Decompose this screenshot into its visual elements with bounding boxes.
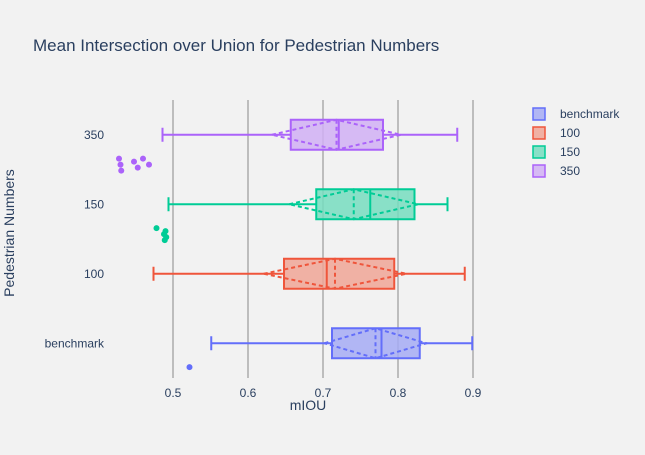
legend-swatch	[532, 164, 546, 178]
box-350	[116, 118, 459, 174]
y-tick-label: 150	[84, 197, 104, 211]
legend-item-150[interactable]: 150	[532, 145, 580, 159]
legend-label: 350	[560, 164, 580, 178]
legend-swatch	[532, 145, 546, 159]
legend-swatch	[532, 107, 546, 121]
x-tick-label: 0.6	[240, 386, 257, 400]
box-layer	[116, 118, 474, 371]
legend-label: 100	[560, 126, 580, 140]
outlier-point	[162, 228, 169, 235]
x-tick-label: 0.8	[390, 386, 407, 400]
x-tick-label: 0.9	[465, 386, 482, 400]
box-benchmark	[186, 327, 474, 371]
axis-layer: 0.5 0.6 0.7 0.8 0.9 benchmark 100 150 350	[45, 128, 482, 400]
sd-diamond	[271, 118, 402, 151]
outlier-point	[153, 225, 160, 232]
legend-label: benchmark	[560, 107, 620, 121]
sd-diamond	[289, 188, 419, 221]
box-iqr	[283, 257, 396, 290]
outlier-point	[140, 155, 146, 162]
sd-diamond	[320, 327, 431, 360]
outlier-point	[116, 155, 122, 162]
legend-label: 150	[560, 145, 580, 159]
chart-title: Mean Intersection over Union for Pedestr…	[33, 36, 439, 55]
box-100	[152, 257, 466, 290]
outlier-point	[131, 158, 137, 165]
y-axis-title: Pedestrian Numbers	[1, 169, 17, 297]
y-tick-label: 350	[84, 128, 104, 142]
outlier-point	[186, 364, 193, 371]
legend-swatch	[532, 126, 546, 140]
legend-item-350[interactable]: 350	[532, 164, 580, 178]
y-tick-label: benchmark	[45, 336, 105, 350]
outlier-point	[118, 167, 125, 174]
outlier-point	[134, 164, 141, 171]
outlier-point	[117, 161, 124, 168]
legend[interactable]: benchmark 100 150 350	[532, 107, 620, 178]
x-tick-label: 0.7	[315, 386, 332, 400]
outlier-point	[146, 161, 152, 168]
y-tick-label: 100	[84, 267, 104, 281]
x-axis-title: mIOU	[290, 397, 327, 413]
legend-item-benchmark[interactable]: benchmark	[532, 107, 620, 121]
legend-item-100[interactable]: 100	[532, 126, 580, 140]
outlier-point	[163, 234, 170, 241]
x-tick-label: 0.5	[165, 386, 182, 400]
box-150	[153, 188, 449, 244]
